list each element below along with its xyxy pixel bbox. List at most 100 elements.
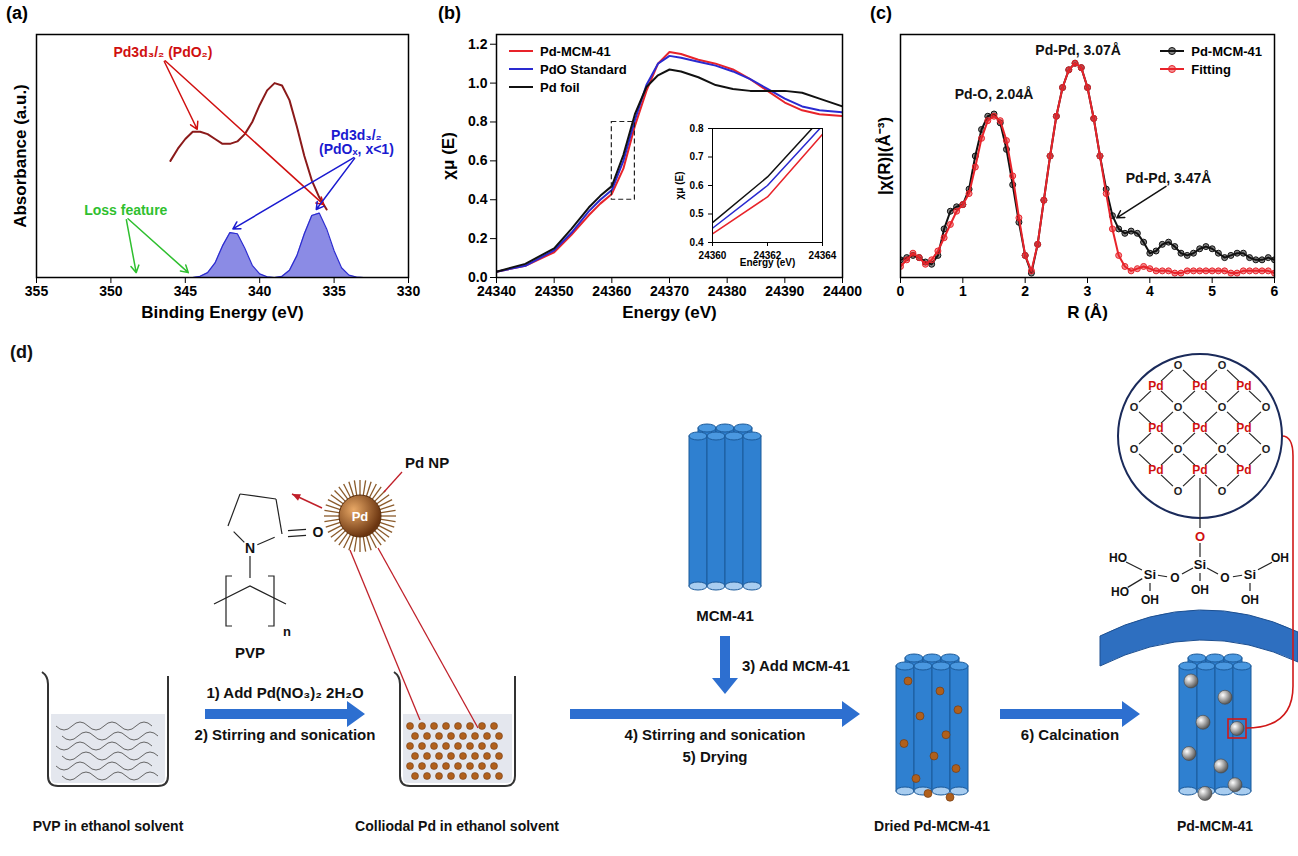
svg-text:0.8: 0.8 [690, 123, 704, 134]
svg-text:24364: 24364 [809, 250, 837, 261]
svg-text:(d): (d) [10, 342, 33, 362]
svg-text:355: 355 [25, 283, 49, 299]
svg-text:MCM-41: MCM-41 [696, 607, 754, 624]
svg-text:Si: Si [1144, 567, 1156, 582]
svg-text:Pd: Pd [1192, 463, 1207, 477]
svg-text:O: O [313, 524, 324, 540]
svg-text:O: O [1130, 401, 1139, 413]
svg-text:O: O [1262, 443, 1271, 455]
svg-text:Absorbance (a.u.): Absorbance (a.u.) [11, 84, 30, 228]
svg-text:O: O [1174, 359, 1183, 371]
svg-text:1: 1 [959, 283, 967, 299]
svg-text:Pd-MCM-41: Pd-MCM-41 [1177, 818, 1253, 834]
svg-text:4: 4 [1146, 283, 1154, 299]
svg-text:O: O [1218, 485, 1227, 497]
svg-text:1.0: 1.0 [468, 75, 488, 91]
svg-text:O: O [1262, 401, 1271, 413]
svg-text:2: 2 [1021, 283, 1029, 299]
svg-text:PVP: PVP [235, 644, 265, 661]
svg-text:0: 0 [897, 283, 905, 299]
svg-text:24370: 24370 [650, 283, 689, 299]
svg-text:6) Calcination: 6) Calcination [1021, 726, 1119, 743]
svg-text:0.6: 0.6 [468, 152, 488, 168]
svg-text:O: O [1174, 401, 1183, 413]
svg-text:0.8: 0.8 [468, 113, 488, 129]
svg-text:Pd: Pd [1192, 421, 1207, 435]
svg-text:24360: 24360 [592, 283, 631, 299]
svg-text:5: 5 [1208, 283, 1216, 299]
svg-text:335: 335 [322, 283, 346, 299]
svg-text:OH: OH [1241, 593, 1259, 607]
svg-text:HO: HO [1109, 551, 1127, 565]
svg-text:OH: OH [1191, 583, 1209, 597]
svg-text:24340: 24340 [477, 283, 516, 299]
svg-text:Colliodal Pd in ethanol solven: Colliodal Pd in ethanol solvent [355, 818, 559, 834]
svg-text:350: 350 [99, 283, 123, 299]
svg-text:Energy (eV): Energy (eV) [622, 303, 716, 322]
svg-text:Pd: Pd [1236, 421, 1251, 435]
svg-text:4) Stirring and sonication: 4) Stirring and sonication [625, 726, 806, 743]
svg-text:340: 340 [248, 283, 272, 299]
svg-text:Pd: Pd [1148, 463, 1163, 477]
svg-text:24380: 24380 [708, 283, 747, 299]
svg-text:0.4: 0.4 [690, 237, 704, 248]
svg-text:Pd-Pd, 3.07Å: Pd-Pd, 3.07Å [1035, 42, 1121, 58]
html-text:(a): (a) [6, 3, 28, 23]
svg-text:24360: 24360 [699, 250, 727, 261]
svg-text:Pd-O, 2.04Å: Pd-O, 2.04Å [955, 86, 1034, 102]
svg-text:Pd: Pd [1236, 463, 1251, 477]
svg-text:0.7: 0.7 [690, 151, 704, 162]
svg-text:N: N [245, 540, 255, 556]
svg-text:Si: Si [1194, 557, 1206, 572]
svg-text:R (Å): R (Å) [1067, 303, 1108, 322]
svg-text:6: 6 [1271, 283, 1279, 299]
svg-text:345: 345 [174, 283, 198, 299]
html-text:(b): (b) [438, 3, 461, 23]
svg-text:3) Add MCM-41: 3) Add MCM-41 [742, 657, 850, 674]
svg-text:O: O [1218, 401, 1227, 413]
svg-text:1.2: 1.2 [468, 36, 488, 52]
svg-text:5) Drying: 5) Drying [682, 748, 747, 765]
svg-text:OH: OH [1141, 593, 1159, 607]
svg-text:χμ (E): χμ (E) [439, 132, 458, 180]
svg-text:1) Add Pd(NO₃)₂ 2H₂O: 1) Add Pd(NO₃)₂ 2H₂O [206, 684, 364, 701]
svg-text:24350: 24350 [535, 283, 574, 299]
svg-text:O: O [1174, 443, 1183, 455]
svg-text:0.5: 0.5 [690, 208, 704, 219]
svg-text:2) Stirring and sonication: 2) Stirring and sonication [195, 726, 376, 743]
svg-text:PVP in ethanol solvent: PVP in ethanol solvent [33, 818, 184, 834]
svg-text:24400: 24400 [823, 283, 862, 299]
svg-text:Si: Si [1244, 567, 1256, 582]
svg-text:Binding Energy (eV): Binding Energy (eV) [141, 303, 303, 322]
svg-text:|χ(R)|(Å⁻³): |χ(R)|(Å⁻³) [875, 117, 894, 195]
svg-text:O: O [1174, 485, 1183, 497]
svg-text:Pd NP: Pd NP [405, 454, 449, 471]
svg-text:O: O [1220, 571, 1229, 585]
svg-text:Pd: Pd [1148, 421, 1163, 435]
svg-text:O: O [1170, 571, 1179, 585]
svg-text:Pd: Pd [1236, 379, 1251, 393]
svg-text:HO: HO [1111, 585, 1129, 599]
svg-text:0.4: 0.4 [468, 191, 488, 207]
svg-text:Energy (eV): Energy (eV) [740, 257, 796, 268]
svg-text:χμ (E): χμ (E) [674, 172, 685, 200]
svg-text:Pd3d₃/₂ (PdO₂): Pd3d₃/₂ (PdO₂) [113, 44, 212, 60]
svg-text:Pd3d₃/₂(PdOₓ, x<1): Pd3d₃/₂(PdOₓ, x<1) [319, 127, 394, 157]
svg-text:O: O [1195, 529, 1205, 544]
svg-text:0.6: 0.6 [690, 180, 704, 191]
svg-text:O: O [1218, 359, 1227, 371]
svg-text:O: O [1130, 443, 1139, 455]
svg-text:O: O [1218, 443, 1227, 455]
svg-text:Pd-Pd, 3.47Å: Pd-Pd, 3.47Å [1126, 170, 1212, 186]
svg-text:n: n [283, 624, 291, 639]
svg-text:0.2: 0.2 [468, 230, 488, 246]
svg-text:OH: OH [1271, 551, 1289, 565]
svg-text:Pd: Pd [352, 509, 369, 524]
svg-text:3: 3 [1084, 283, 1092, 299]
svg-text:Dried Pd-MCM-41: Dried Pd-MCM-41 [874, 818, 990, 834]
svg-text:330: 330 [397, 283, 421, 299]
svg-text:24390: 24390 [765, 283, 804, 299]
svg-text:Loss feature: Loss feature [84, 202, 167, 218]
svg-text:Pd: Pd [1192, 379, 1207, 393]
svg-text:Pd: Pd [1148, 379, 1163, 393]
